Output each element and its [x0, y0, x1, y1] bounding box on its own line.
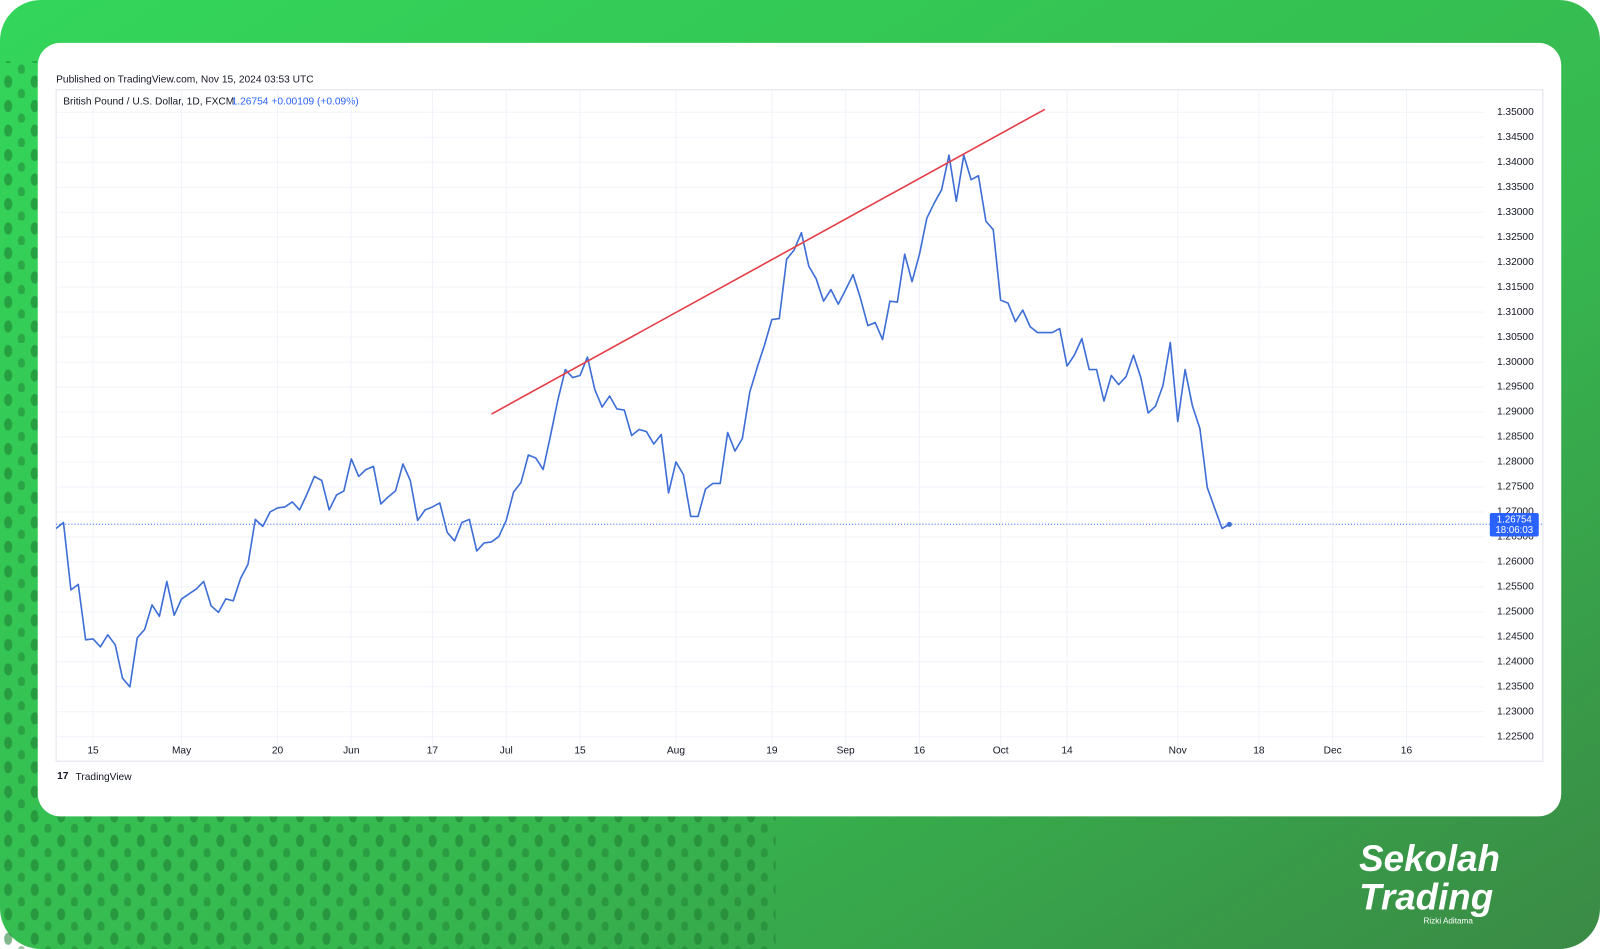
y-tick-label: 1.24500	[1497, 632, 1534, 643]
price-countdown: 18:06:03	[1495, 525, 1533, 536]
y-tick-label: 1.22500	[1497, 731, 1534, 742]
y-tick-label: 1.31000	[1497, 307, 1534, 318]
dot-pattern	[0, 61, 38, 817]
y-tick-label: 1.32500	[1497, 232, 1534, 243]
y-tick-label: 1.28000	[1497, 457, 1534, 468]
published-note: Published on TradingView.com, Nov 15, 20…	[56, 74, 313, 85]
trendline	[491, 108, 1046, 415]
price-tag-label: 1.26754	[1497, 515, 1533, 526]
last-price: 1.26754	[232, 97, 269, 108]
x-tick-label: 19	[766, 746, 778, 757]
x-tick-label: Oct	[993, 746, 1009, 757]
y-tick-label: 1.34500	[1497, 132, 1534, 143]
x-tick-label: Nov	[1169, 746, 1188, 757]
y-tick-label: 1.32000	[1497, 257, 1534, 268]
y-tick-label: 1.33500	[1497, 182, 1534, 193]
x-tick-label: Jul	[500, 746, 513, 757]
tv-logo: TradingView	[76, 772, 133, 783]
brand-line1: Sekolah	[1359, 838, 1500, 879]
tv-logo-mark: 17	[57, 771, 69, 782]
x-tick-label: May	[172, 746, 192, 757]
x-tick-label: Jun	[343, 746, 359, 757]
x-tick-label: 14	[1061, 746, 1073, 757]
x-tick-label: Aug	[667, 746, 685, 757]
plot-frame	[55, 89, 1544, 762]
x-tick-label: 16	[1401, 746, 1413, 757]
y-tick-label: 1.29000	[1497, 407, 1534, 418]
y-tick-label: 1.26500	[1497, 532, 1534, 543]
x-tick-label: 17	[427, 746, 439, 757]
plot: 1.35000 1.34500 1.34000 1.33500 1.33000 1.325…	[55, 89, 1543, 762]
x-tick-label: 15	[574, 746, 586, 757]
y-tick-label: 1.25500	[1497, 582, 1534, 593]
x-tick-label: Sep	[837, 746, 855, 757]
last-point	[1226, 521, 1232, 527]
y-tick-label: 1.27500	[1497, 482, 1534, 493]
y-tick-label: 1.35000	[1497, 107, 1534, 118]
y-tick-label: 1.34000	[1497, 157, 1534, 168]
y-tick-label: 1.24000	[1497, 657, 1534, 668]
price-line-series	[55, 154, 1230, 688]
y-tick-label: 1.29500	[1497, 382, 1534, 393]
x-tick-label: Dec	[1324, 746, 1342, 757]
x-tick-label: 20	[272, 746, 284, 757]
x-tick-label: 15	[87, 746, 99, 757]
dot-pattern	[0, 816, 776, 949]
x-tick-label: 16	[914, 746, 926, 757]
y-tick-label: 1.25000	[1497, 607, 1534, 618]
price-tag	[1489, 513, 1539, 537]
price-change: +0.00109 (+0.09%)	[271, 97, 358, 108]
symbol-title: British Pound / U.S. Dollar, 1D, FXCM	[63, 97, 234, 108]
y-tick-label: 1.30000	[1497, 357, 1534, 368]
y-tick-label: 1.23000	[1497, 706, 1534, 717]
brand-author: Rizki Aditama	[1423, 917, 1473, 926]
y-tick-label: 1.28500	[1497, 432, 1534, 443]
y-tick-label: 1.26000	[1497, 557, 1534, 568]
y-tick-label: 1.31500	[1497, 282, 1534, 293]
chart-card	[37, 42, 1562, 817]
y-tick-label: 1.23500	[1497, 681, 1534, 692]
y-tick-label: 1.30500	[1497, 332, 1534, 343]
brand-line2: Trading	[1359, 877, 1493, 918]
y-tick-label: 1.27000	[1497, 507, 1534, 518]
x-tick-label: 18	[1253, 746, 1265, 757]
y-tick-label: 1.33000	[1497, 207, 1534, 218]
